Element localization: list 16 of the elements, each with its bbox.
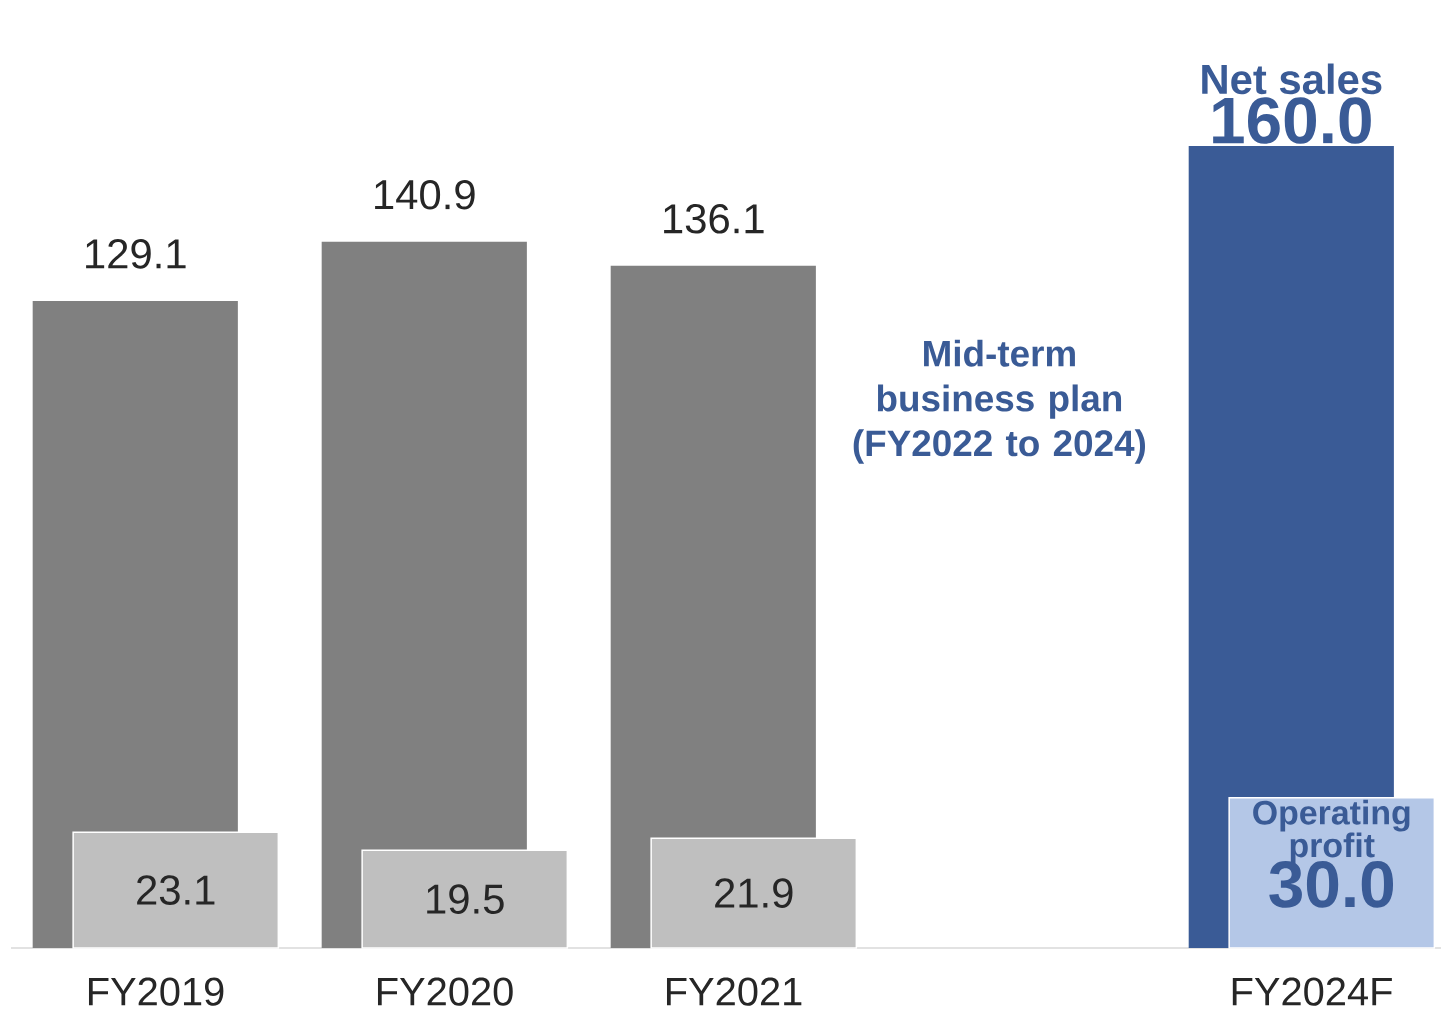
x-tick-label: FY2019 — [88, 977, 224, 1006]
data-label: 21.9 — [715, 878, 793, 908]
data-label: 160.0 — [1213, 97, 1371, 144]
x-tick-label: FY2021 — [666, 977, 802, 1006]
annotation: Mid-term business plan (FY2022 to 2024) — [853, 339, 1146, 464]
data-label: 19.5 — [427, 884, 504, 914]
data-label: 136.1 — [664, 203, 764, 234]
data-label: 129.1 — [86, 239, 186, 269]
bar — [72, 831, 280, 949]
bar — [361, 849, 569, 949]
data-label: 140.9 — [375, 179, 475, 210]
bar — [650, 837, 858, 949]
x-tick-label: FY2020 — [377, 977, 513, 1006]
x-tick-label: FY2024F — [1232, 977, 1392, 1006]
series-label: Net sales — [1202, 63, 1382, 95]
data-label: 23.1 — [137, 875, 215, 905]
